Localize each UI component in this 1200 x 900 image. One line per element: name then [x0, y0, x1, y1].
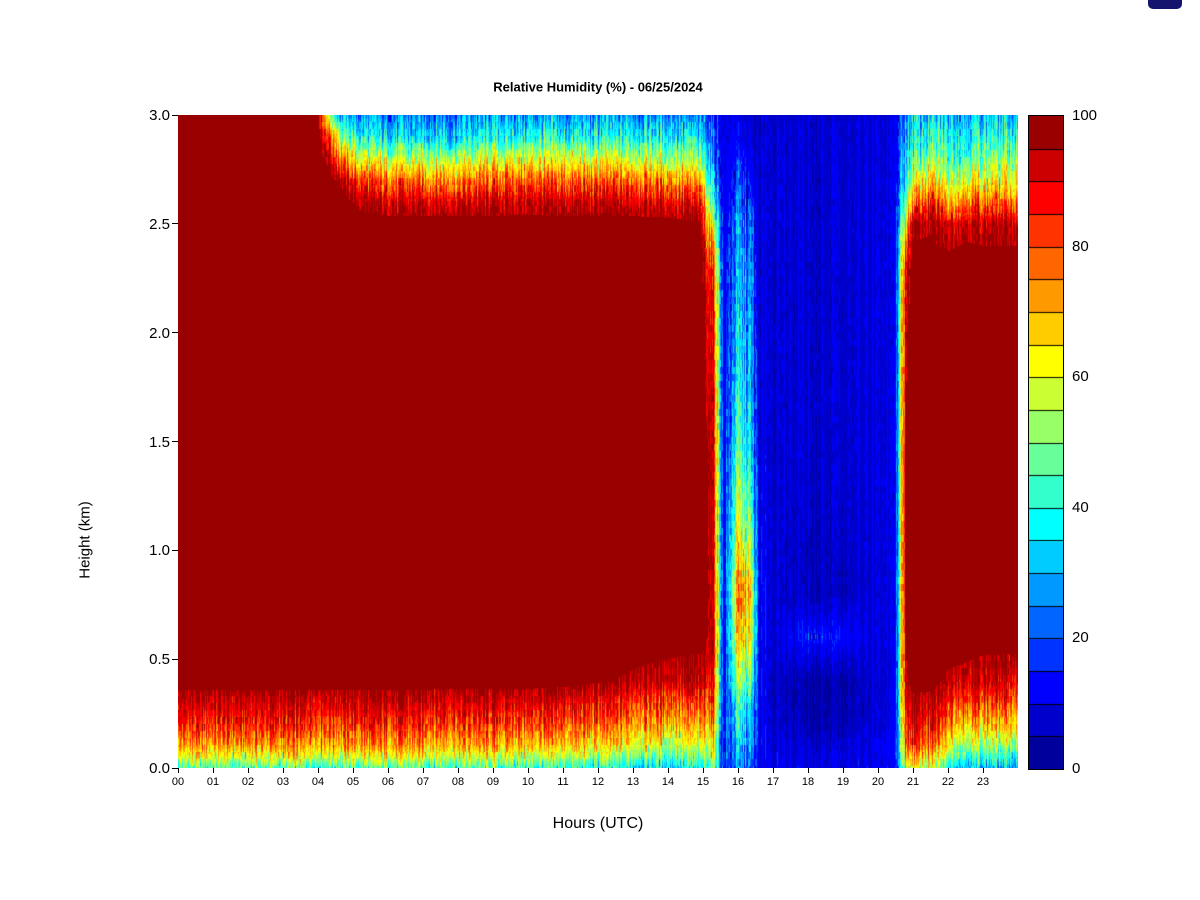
x-tick-mark — [668, 768, 669, 773]
x-tick-label: 19 — [836, 776, 850, 788]
colorbar-tick-label: 80 — [1072, 237, 1089, 255]
y-tick-label: 3.0 — [149, 107, 170, 124]
y-tick-label: 2.0 — [149, 324, 170, 342]
y-tick-mark — [172, 658, 178, 660]
x-tick-mark — [353, 768, 354, 773]
x-tick-mark — [773, 768, 774, 773]
x-tick-label: 14 — [661, 776, 675, 788]
x-axis-label: Hours (UTC) — [552, 815, 644, 832]
y-tick-label: 0.5 — [149, 651, 170, 669]
x-tick-label: 13 — [626, 776, 640, 788]
x-tick-mark — [458, 768, 459, 773]
x-tick-mark — [598, 768, 599, 773]
y-tick-label: 2.5 — [149, 215, 170, 233]
y-tick-label: 1.5 — [149, 433, 170, 451]
x-tick-mark — [178, 768, 179, 773]
colorbar-tick-label: 60 — [1072, 368, 1089, 386]
x-tick-label: 09 — [486, 776, 500, 788]
x-tick-mark — [318, 768, 319, 773]
x-tick-mark — [213, 768, 214, 773]
x-tick-label: 21 — [906, 776, 920, 788]
x-tick-label: 01 — [206, 776, 220, 788]
x-tick-mark — [423, 768, 424, 773]
x-tick-mark — [633, 768, 634, 773]
y-tick-mark — [172, 767, 178, 769]
x-tick-label: 02 — [241, 776, 255, 788]
x-tick-label: 06 — [381, 776, 395, 788]
x-tick-mark — [738, 768, 739, 773]
x-tick-label: 16 — [731, 776, 745, 788]
x-tick-label: 12 — [591, 776, 605, 788]
x-tick-label: 23 — [976, 776, 990, 788]
x-tick-label: 07 — [416, 776, 430, 788]
x-tick-label: 10 — [521, 776, 535, 788]
window-artifact — [1148, 0, 1182, 9]
x-tick-mark — [703, 768, 704, 773]
y-tick-label: 0.0 — [149, 760, 170, 777]
colorbar — [1028, 115, 1064, 770]
colorbar-tick-label: 40 — [1072, 498, 1089, 516]
x-tick-label: 08 — [451, 776, 465, 788]
x-tick-mark — [388, 768, 389, 773]
y-tick-mark — [172, 549, 178, 551]
x-tick-mark — [563, 768, 564, 773]
x-tick-mark — [948, 768, 949, 773]
colorbar-tick-label: 20 — [1072, 629, 1089, 647]
x-tick-label: 17 — [766, 776, 780, 788]
colorbar-tick-label: 100 — [1072, 107, 1098, 124]
x-tick-label: 00 — [171, 776, 185, 788]
x-tick-label: 20 — [871, 776, 885, 788]
y-tick-label: 1.0 — [149, 542, 170, 560]
heatmap-canvas — [178, 115, 1018, 768]
colorbar-tick-label: 0 — [1072, 760, 1081, 777]
x-tick-label: 03 — [276, 776, 290, 788]
x-tick-label: 04 — [311, 776, 325, 788]
x-tick-mark — [913, 768, 914, 773]
x-tick-label: 05 — [346, 776, 360, 788]
chart-title: Relative Humidity (%) - 06/25/2024 — [493, 79, 703, 95]
y-tick-mark — [172, 332, 178, 334]
x-tick-mark — [248, 768, 249, 773]
x-tick-label: 22 — [941, 776, 955, 788]
x-tick-mark — [983, 768, 984, 773]
x-tick-mark — [808, 768, 809, 773]
x-tick-label: 15 — [696, 776, 710, 788]
x-tick-mark — [283, 768, 284, 773]
x-tick-label: 11 — [557, 776, 569, 788]
x-tick-mark — [528, 768, 529, 773]
x-tick-mark — [493, 768, 494, 773]
x-tick-mark — [878, 768, 879, 773]
y-tick-mark — [172, 223, 178, 225]
y-tick-mark — [172, 441, 178, 442]
y-tick-mark — [172, 114, 178, 116]
x-tick-label: 18 — [801, 776, 815, 788]
x-tick-mark — [843, 768, 844, 773]
y-axis-label: Height (km) — [76, 501, 94, 579]
